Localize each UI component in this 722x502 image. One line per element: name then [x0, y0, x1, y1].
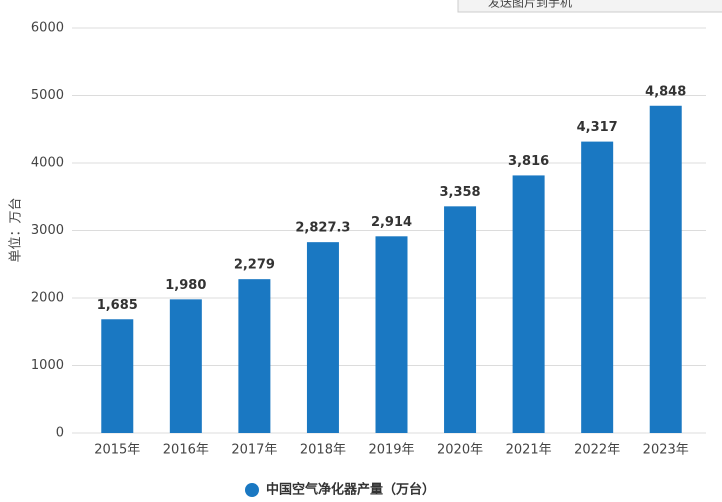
value-label: 2,914: [371, 215, 412, 230]
x-tick-label: 2021年: [506, 443, 552, 458]
value-label: 4,848: [645, 84, 686, 99]
value-label: 1,685: [97, 298, 138, 313]
toolbar-text[interactable]: 发送图片到手机: [488, 0, 572, 10]
y-tick-label: 3000: [31, 223, 64, 238]
bar: [444, 206, 477, 433]
toolbar: [457, 0, 722, 13]
value-label: 2,279: [234, 258, 275, 273]
x-tick-label: 2019年: [368, 443, 414, 458]
x-tick-label: 2018年: [300, 443, 346, 458]
value-label: 3,816: [508, 154, 549, 169]
value-label: 3,358: [439, 185, 480, 200]
bar: [512, 175, 545, 434]
x-tick-label: 2022年: [574, 443, 620, 458]
x-tick-label: 2016年: [163, 443, 209, 458]
x-tick-label: 2017年: [231, 443, 277, 458]
bar: [375, 236, 408, 433]
y-tick-label: 2000: [31, 291, 64, 306]
legend-marker[interactable]: [245, 483, 259, 497]
value-label: 1,980: [165, 278, 206, 293]
y-tick-label: 5000: [31, 88, 64, 103]
x-tick-label: 2020年: [437, 443, 483, 458]
bar: [169, 299, 202, 433]
y-tick-label: 1000: [31, 358, 64, 373]
y-tick-label: 0: [56, 426, 64, 441]
bar: [306, 242, 339, 433]
y-tick-label: 6000: [31, 21, 64, 36]
value-label: 4,317: [577, 120, 618, 135]
x-tick-label: 2023年: [643, 443, 689, 458]
bar: [238, 279, 271, 433]
legend-label[interactable]: 中国空气净化器产量（万台）: [266, 482, 435, 498]
bar: [101, 319, 134, 433]
value-label: 2,827.3: [295, 221, 350, 236]
bar: [649, 105, 682, 433]
bar: [581, 141, 614, 434]
y-tick-label: 4000: [31, 156, 64, 171]
y-axis-label: 单位：万台: [9, 197, 24, 262]
x-tick-label: 2015年: [94, 443, 140, 458]
